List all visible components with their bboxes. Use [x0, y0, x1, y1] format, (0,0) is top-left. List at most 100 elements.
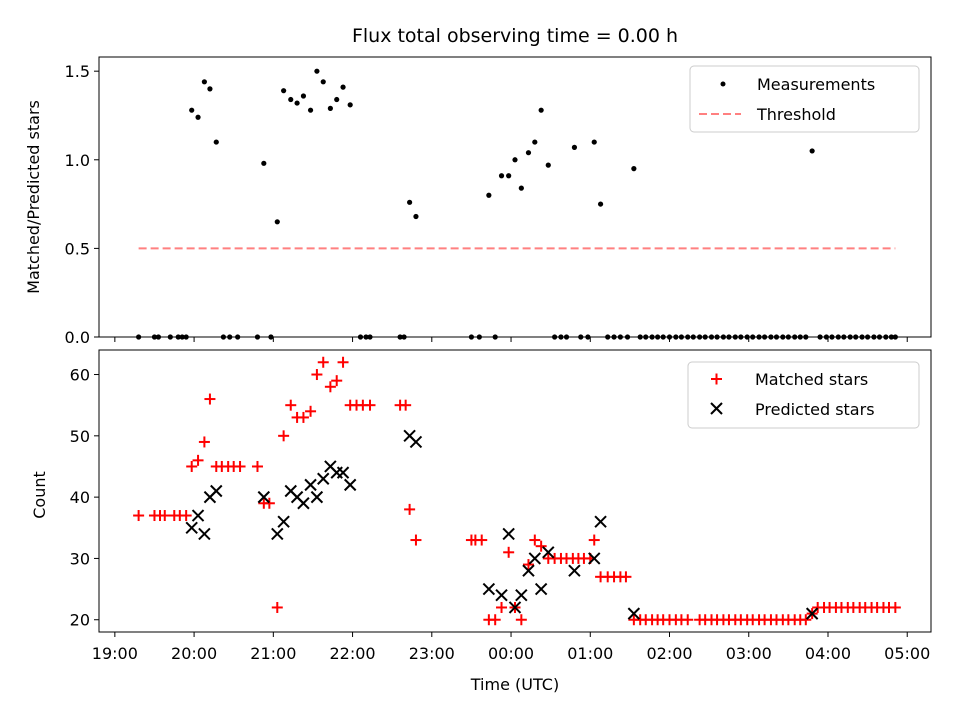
predicted-star-point [297, 497, 310, 510]
matched-star-point [889, 601, 901, 613]
top-panel-frame [98, 56, 932, 338]
measurement-point [294, 100, 300, 106]
bottom-y-tick-label: 30 [70, 549, 90, 568]
bottom-x-tick-label: 23:00 [409, 644, 455, 663]
legend-measurements-label: Measurements [757, 75, 875, 94]
matched-star-point [180, 510, 192, 522]
bottom-x-tick-label: 22:00 [330, 644, 376, 663]
matched-star-point [400, 399, 412, 411]
matched-star-point [133, 510, 145, 522]
bottom-x-tick-label: 20:00 [171, 644, 217, 663]
bottom-y-tick-label: 60 [70, 366, 90, 385]
matched-star-point [198, 436, 210, 448]
measurement-point [486, 192, 492, 198]
measurement-point [274, 219, 280, 225]
measurement-point [498, 173, 505, 179]
matched-star-point [305, 405, 317, 417]
predicted-star-b [310, 490, 324, 504]
predicted-star-b [297, 497, 310, 510]
predicted-star-point [495, 589, 508, 602]
matched-star-point [311, 369, 323, 381]
predicted-star-b [805, 607, 819, 620]
matched-star-point [271, 601, 283, 613]
top-y-tick-label: 0.5 [65, 239, 90, 258]
top-panel-ylabel: Matched/Predicted stars [24, 100, 43, 294]
predicted-star-b [627, 607, 641, 620]
bottom-y-tick-label: 20 [70, 611, 90, 630]
bottom-legend: Matched stars Predicted stars [687, 361, 920, 429]
top-legend: Measurements Threshold [689, 65, 920, 133]
bottom-panel-ylabel: Count [30, 471, 49, 519]
predicted-star-b [324, 460, 337, 473]
predicted-star-point [198, 527, 211, 541]
measurement-point [512, 157, 518, 163]
predicted-star-point [257, 490, 271, 504]
predicted-star-point [277, 515, 290, 528]
bottom-panel-xlabel: Time (UTC) [470, 675, 559, 694]
predicted-star-point [482, 582, 496, 596]
predicted-star-b [502, 527, 515, 541]
bottom-x-tick-label: 19:00 [92, 644, 138, 663]
predicted-star-point [210, 484, 223, 498]
predicted-star-b [528, 552, 542, 565]
bottom-x-tick-label: 21:00 [250, 644, 296, 663]
measurement-point [300, 93, 307, 99]
matched-star-point [285, 399, 297, 411]
matched-star-point [489, 614, 501, 626]
measurement-point [314, 68, 320, 74]
predicted-star-b [482, 582, 496, 596]
matched-star-point [331, 375, 343, 387]
predicted-star-point [271, 527, 284, 541]
matched-star-point [297, 411, 309, 423]
predicted-star-b [336, 466, 350, 479]
bottom-y-axis: 20 30 40 50 60 [70, 366, 99, 630]
predicted-star-b [257, 490, 271, 504]
predicted-star-point [594, 515, 607, 528]
measurement-point [320, 79, 326, 85]
measurement-point [288, 96, 294, 103]
matched-star-point [337, 356, 349, 368]
measurement-point [597, 201, 604, 207]
top-y-tick-label: 1.0 [65, 151, 90, 170]
predicted-star-point [343, 478, 357, 492]
measurement-point [532, 139, 538, 145]
predicted-star-point [534, 582, 548, 596]
predicted-star-point [304, 478, 317, 492]
measurement-point [213, 139, 219, 145]
predicted-star-point [805, 607, 819, 620]
matched-star-point [278, 430, 290, 442]
predicted-star-point [588, 552, 601, 565]
top-y-axis: 0.0 0.5 1.0 1.5 [65, 62, 99, 347]
predicted-star-point [336, 466, 350, 479]
top-panel-title: Flux total observing time = 0.00 h [352, 25, 678, 47]
bottom-x-tick-label: 01:00 [567, 644, 613, 663]
legend-matched-label: Matched stars [755, 370, 868, 389]
matched-star-point [800, 614, 812, 626]
matched-star-point [234, 460, 246, 472]
top-panel: Flux total observing time = 0.00 h Match… [24, 25, 932, 347]
matched-star-point [251, 460, 263, 472]
predicted-star-b [304, 478, 317, 492]
matched-star-point [404, 503, 416, 515]
legend-predicted-label: Predicted stars [755, 400, 875, 419]
predicted-star-b [542, 546, 555, 559]
predicted-star-b [594, 515, 607, 528]
measurement-point [518, 185, 524, 191]
predicted-star-point [542, 546, 555, 559]
measurement-point [201, 79, 207, 85]
matched-star-point [192, 454, 204, 466]
legend-threshold-label: Threshold [756, 105, 836, 124]
measurement-point [525, 150, 532, 156]
bottom-x-tick-label: 03:00 [726, 644, 772, 663]
predicted-star-b [284, 484, 297, 498]
matched-star-point [535, 540, 547, 552]
predicted-star-point [310, 490, 324, 504]
bottom-plot-area [133, 356, 901, 626]
measurement-point [506, 173, 512, 179]
measurement-point [538, 107, 544, 113]
predicted-star-point [409, 435, 423, 449]
measurement-point [407, 199, 413, 205]
predicted-star-b [271, 527, 284, 541]
matched-star-point [324, 381, 336, 393]
